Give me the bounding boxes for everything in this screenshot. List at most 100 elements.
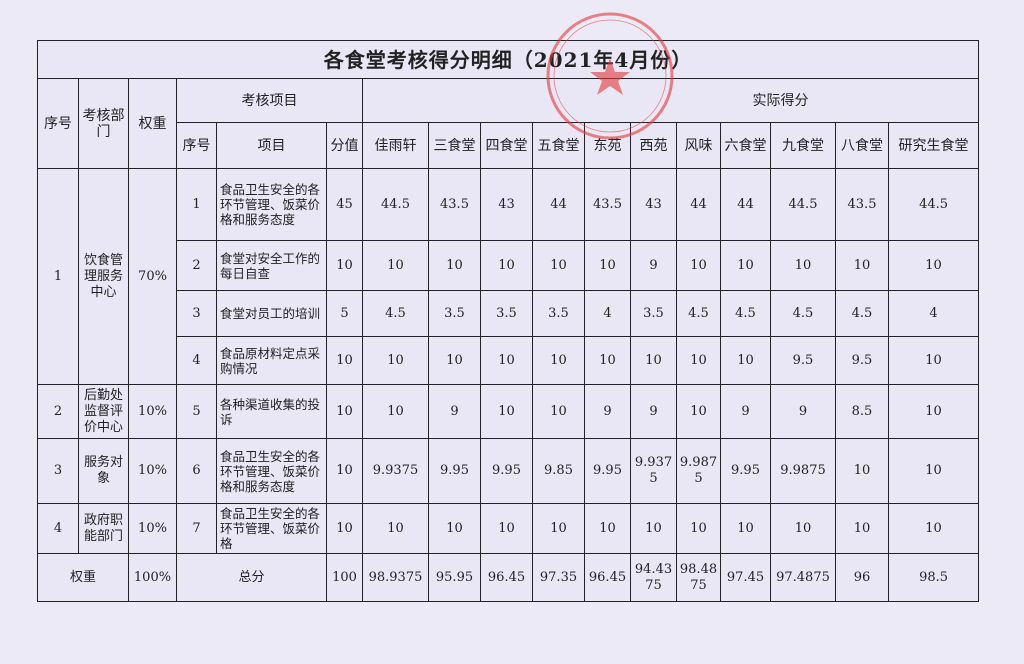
total-score-cell: 94.4375	[630, 553, 677, 602]
score-cell: 10	[532, 503, 585, 554]
score-cell: 10	[362, 503, 429, 554]
score-cell: 10	[676, 240, 721, 291]
score-cell: 9.9875	[676, 438, 721, 504]
score-cell: 10	[770, 503, 836, 554]
header-canteen: 五食堂	[532, 122, 585, 169]
group-seq: 1	[37, 168, 79, 385]
header-canteen: 研究生食堂	[887, 122, 980, 169]
item-name: 食堂对员工的培训	[216, 290, 327, 337]
score-cell: 10	[887, 503, 980, 554]
header-seq: 序号	[37, 78, 79, 169]
header-canteen: 佳雨轩	[362, 122, 429, 169]
score-cell: 10	[887, 438, 980, 504]
score-cell: 44	[676, 168, 721, 241]
score-cell: 10	[835, 438, 889, 504]
score-cell: 43	[480, 168, 533, 241]
group-dept: 饮食管理服务中心	[78, 168, 129, 385]
score-cell: 9	[584, 384, 631, 439]
score-cell: 10	[676, 384, 721, 439]
total-score-cell: 96.45	[480, 553, 533, 602]
score-cell: 9	[630, 384, 677, 439]
score-cell: 4.5	[835, 290, 889, 337]
group-seq: 2	[37, 384, 79, 439]
group-dept: 服务对象	[78, 438, 129, 504]
total-weight: 100%	[128, 553, 177, 602]
total-score-cell: 96	[835, 553, 889, 602]
item-points: 5	[326, 290, 363, 337]
score-cell: 43.5	[428, 168, 481, 241]
total-score-cell: 96.45	[584, 553, 631, 602]
score-cell: 10	[532, 240, 585, 291]
score-cell: 9.9375	[630, 438, 677, 504]
total-score-cell: 97.45	[720, 553, 771, 602]
score-cell: 10	[676, 336, 721, 385]
table-row: 2 食堂对安全工作的每日自查 10 10 10 10 10 10 9 10 10 10 10 10	[38, 240, 980, 291]
score-cell: 3.5	[630, 290, 677, 337]
item-points: 10	[326, 438, 363, 504]
total-points: 100	[326, 553, 363, 602]
header-canteen: 八食堂	[835, 122, 889, 169]
score-cell: 10	[428, 503, 481, 554]
score-cell: 9	[630, 240, 677, 291]
score-cell: 10	[480, 384, 533, 439]
header-canteen: 三食堂	[428, 122, 481, 169]
score-cell: 10	[630, 336, 677, 385]
score-cell: 43.5	[835, 168, 889, 241]
score-cell: 9.95	[584, 438, 631, 504]
score-cell: 4.5	[676, 290, 721, 337]
score-cell: 10	[480, 240, 533, 291]
score-cell: 43	[630, 168, 677, 241]
total-score-cell: 97.35	[532, 553, 585, 602]
header-items-group: 考核项目	[176, 78, 363, 123]
header-item-seq: 序号	[176, 122, 217, 169]
score-cell: 3.5	[428, 290, 481, 337]
score-cell: 43.5	[584, 168, 631, 241]
score-cell: 9.95	[428, 438, 481, 504]
item-points: 10	[326, 384, 363, 439]
table-row: 4 食品原材料定点采购情况 10 10 10 10 10 10 10 10 10 9.5 9.5 10	[38, 336, 980, 385]
score-cell: 10	[584, 240, 631, 291]
header-canteen: 九食堂	[770, 122, 836, 169]
header-item-name: 项目	[216, 122, 327, 169]
score-cell: 44.5	[887, 168, 980, 241]
score-cell: 4.5	[720, 290, 771, 337]
score-cell: 10	[428, 336, 481, 385]
score-cell: 10	[362, 240, 429, 291]
score-cell: 10	[887, 240, 980, 291]
total-score-cell: 97.4875	[770, 553, 836, 602]
item-name: 食品卫生安全的各环节管理、饭菜价格	[216, 503, 327, 554]
score-cell: 8.5	[835, 384, 889, 439]
score-cell: 10	[720, 240, 771, 291]
item-seq: 1	[176, 168, 217, 241]
table-row: 3 服务对象 10% 6 食品卫生安全的各环节管理、饭菜价格和服务态度 10 9.9375 9…	[37, 438, 980, 504]
score-table: 各食堂考核得分明细（2021年4月份） 序号 考核部门 权重 考核项目 实际得分…	[36, 40, 980, 602]
score-cell: 9.85	[532, 438, 585, 504]
item-points: 10	[326, 336, 363, 385]
score-cell: 10	[428, 240, 481, 291]
item-points: 10	[326, 240, 363, 291]
item-seq: 6	[176, 438, 217, 504]
group-seq: 3	[37, 438, 79, 504]
total-score-cell: 98.5	[887, 553, 980, 602]
item-name: 食品卫生安全的各环节管理、饭菜价格和服务态度	[216, 168, 327, 241]
score-cell: 4.5	[770, 290, 836, 337]
header-dept: 考核部门	[78, 78, 129, 169]
item-seq: 4	[176, 336, 217, 385]
item-seq: 2	[176, 240, 217, 291]
total-score-cell: 98.4875	[676, 553, 721, 602]
total-label: 总分	[176, 553, 327, 602]
score-cell: 10	[887, 384, 980, 439]
score-cell: 9	[720, 384, 771, 439]
score-cell: 10	[584, 336, 631, 385]
score-cell: 9.9875	[770, 438, 836, 504]
header-canteen: 四食堂	[480, 122, 533, 169]
group-weight: 10%	[128, 438, 177, 504]
score-cell: 10	[835, 240, 889, 291]
score-cell: 10	[584, 503, 631, 554]
score-cell: 10	[720, 503, 771, 554]
group-weight: 10%	[128, 384, 177, 439]
score-cell: 10	[720, 336, 771, 385]
group-weight: 10%	[128, 503, 177, 554]
item-name: 食品原材料定点采购情况	[216, 336, 327, 385]
score-cell: 4.5	[362, 290, 429, 337]
